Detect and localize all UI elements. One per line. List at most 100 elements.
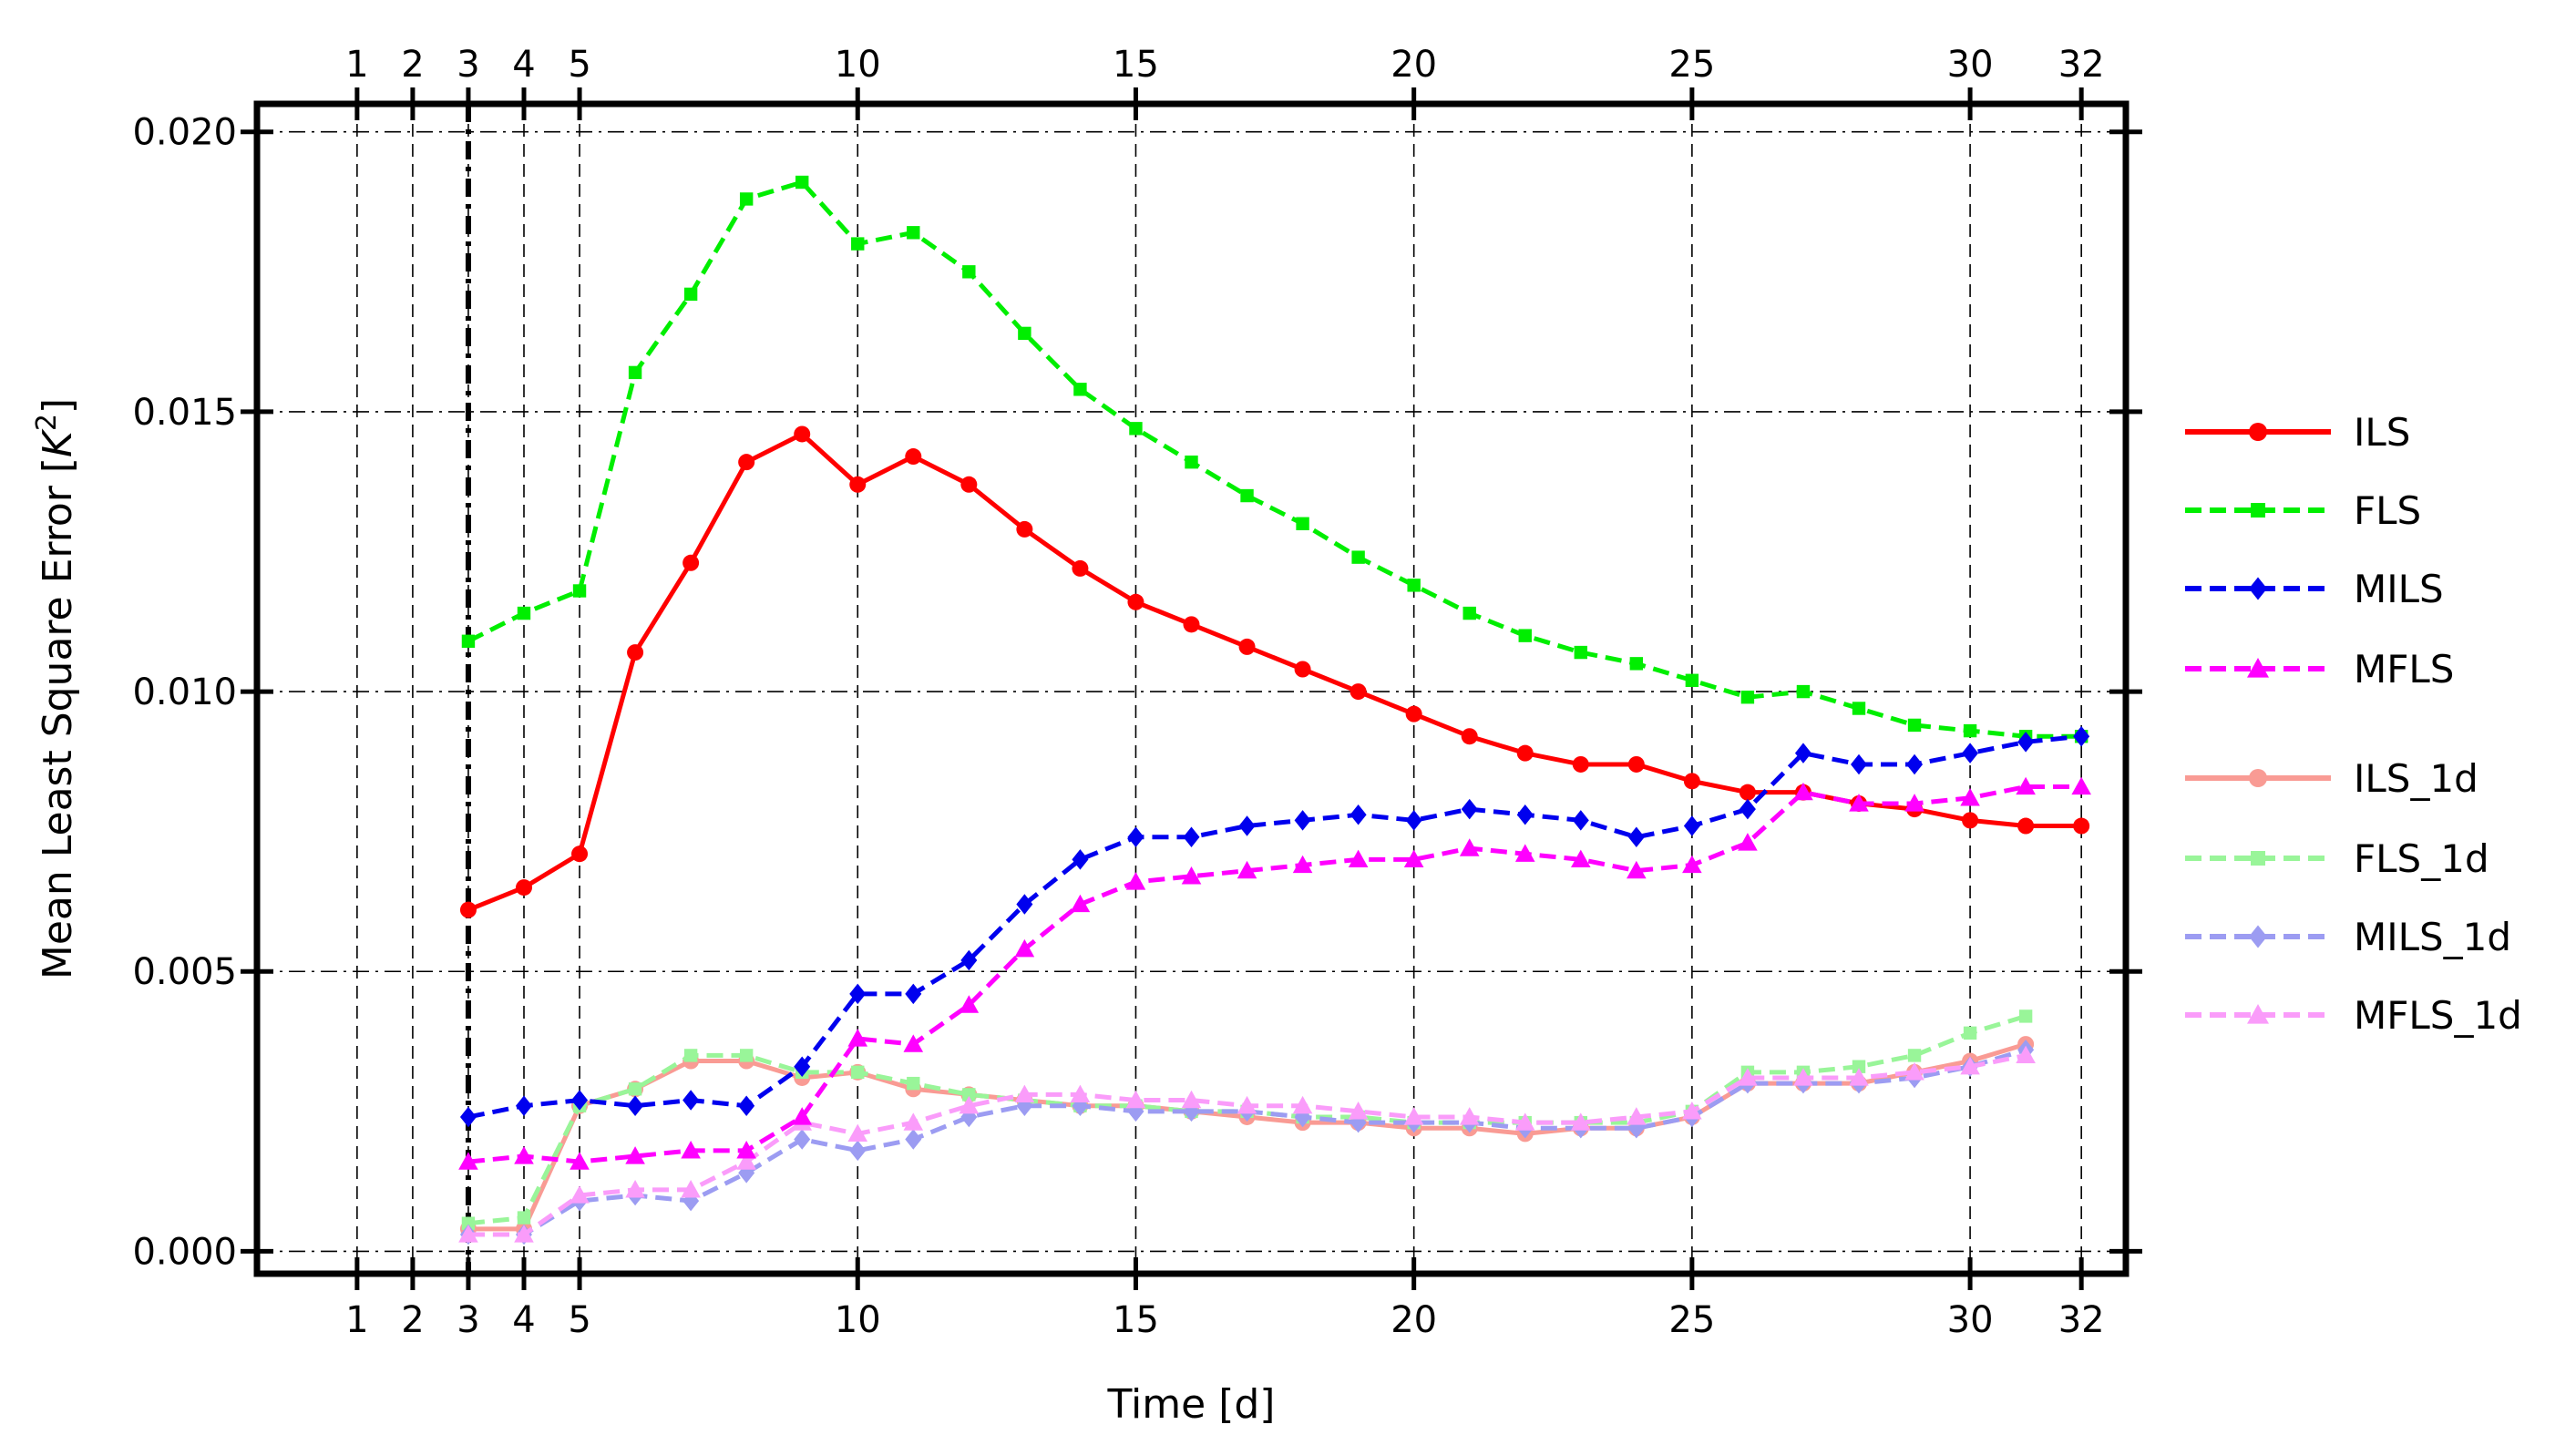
data-point [514, 1146, 534, 1164]
data-point [1238, 638, 1256, 655]
data-point [1849, 1068, 1869, 1086]
data-point [625, 1180, 645, 1198]
data-point [1407, 579, 1421, 592]
data-point [1629, 657, 1644, 671]
legend-label: ILS_1d [2354, 756, 2479, 801]
data-point [2249, 423, 2267, 441]
data-point [1962, 743, 1979, 763]
data-point [1849, 794, 1869, 812]
x-tick-label-top: 30 [1947, 44, 1994, 86]
data-point [1572, 755, 1589, 773]
axis-ticks: 11223344551010151520202525303032320.0000… [132, 44, 2142, 1341]
data-point [2251, 503, 2265, 518]
data-point [738, 1095, 755, 1116]
data-point [2247, 1004, 2269, 1024]
series-fls [461, 175, 2089, 743]
y-tick-label: 0.020 [132, 112, 237, 154]
legend-entry-fls: FLS [2185, 488, 2421, 533]
data-point [847, 1123, 868, 1143]
data-point [1570, 1112, 1591, 1131]
data-point [1851, 753, 1867, 775]
data-point [1738, 833, 1758, 851]
data-point [1294, 810, 1311, 831]
data-point [1240, 488, 1254, 503]
data-point [683, 1049, 698, 1062]
x-tick-label-top: 4 [512, 44, 535, 86]
data-point [1793, 1068, 1813, 1086]
data-point [736, 1141, 756, 1159]
legend-entry-mfls-1d: MFLS_1d [2185, 993, 2522, 1038]
data-point [1183, 826, 1200, 848]
data-point [1627, 860, 1647, 879]
data-point [1016, 894, 1033, 915]
data-point [1852, 1060, 1866, 1073]
data-point [907, 1076, 920, 1091]
series-line [467, 733, 2082, 1120]
data-point [1570, 849, 1591, 868]
data-point [1072, 849, 1089, 870]
data-point [903, 1112, 924, 1131]
data-point [851, 237, 865, 251]
series-line [467, 179, 2082, 739]
data-point [847, 1029, 868, 1047]
data-point [1129, 422, 1143, 436]
data-point [905, 983, 922, 1005]
x-tick-label-top: 15 [1113, 44, 1159, 86]
data-point [849, 476, 867, 493]
data-point [2016, 776, 2036, 795]
data-point [681, 1141, 701, 1159]
data-point [517, 606, 531, 620]
data-point [461, 1216, 476, 1230]
data-point [572, 584, 587, 598]
data-point [458, 1152, 478, 1170]
legend-label: ILS [2354, 410, 2410, 455]
y-axis-title-unit: K [35, 428, 81, 457]
y-tick-label: 0.015 [132, 392, 237, 434]
x-tick-label-top: 20 [1391, 44, 1437, 86]
data-point [1963, 1026, 1977, 1040]
data-point [739, 1049, 754, 1062]
y-tick-label: 0.000 [132, 1231, 237, 1273]
data-point [1739, 798, 1756, 820]
legend-label: MFLS [2354, 647, 2454, 692]
data-point [1018, 326, 1031, 341]
data-point [905, 448, 922, 466]
data-point [851, 1065, 865, 1080]
x-tick-label-top: 10 [835, 44, 881, 86]
legend-entry-mils: MILS [2185, 567, 2444, 611]
data-point [1514, 1112, 1535, 1131]
data-point [2247, 658, 2269, 678]
data-point [628, 1082, 642, 1096]
data-point [2017, 732, 2035, 753]
x-tick-label-top: 25 [1668, 44, 1715, 86]
plot-frame [253, 100, 2130, 1277]
data-point [1183, 616, 1200, 633]
data-point [682, 554, 700, 571]
series-group [458, 175, 2091, 1245]
y-axis-title-close: ] [35, 398, 81, 414]
data-point [1739, 784, 1756, 801]
data-point [1350, 683, 1367, 701]
data-point [1072, 559, 1089, 577]
data-point [1403, 849, 1424, 868]
data-point [1459, 838, 1480, 856]
data-point [516, 1095, 532, 1116]
data-point [1405, 810, 1422, 831]
data-point [1574, 645, 1587, 660]
data-point [959, 1095, 980, 1114]
data-point [1627, 1107, 1647, 1125]
data-point [2071, 776, 2091, 795]
data-point [1350, 804, 1367, 825]
x-axis-title: Time [d] [1107, 1381, 1276, 1428]
x-tick-label-top: 2 [401, 44, 424, 86]
x-tick-label-top: 5 [568, 44, 590, 86]
x-tick-label: 30 [1947, 1299, 1994, 1341]
data-point [2073, 725, 2090, 747]
data-point [1740, 691, 1755, 704]
data-point [792, 1107, 813, 1125]
x-tick-label: 25 [1668, 1299, 1715, 1341]
legend-entry-mils-1d: MILS_1d [2185, 915, 2511, 959]
data-point [1796, 684, 1811, 699]
data-point [1461, 728, 1478, 745]
data-point [458, 1225, 478, 1243]
